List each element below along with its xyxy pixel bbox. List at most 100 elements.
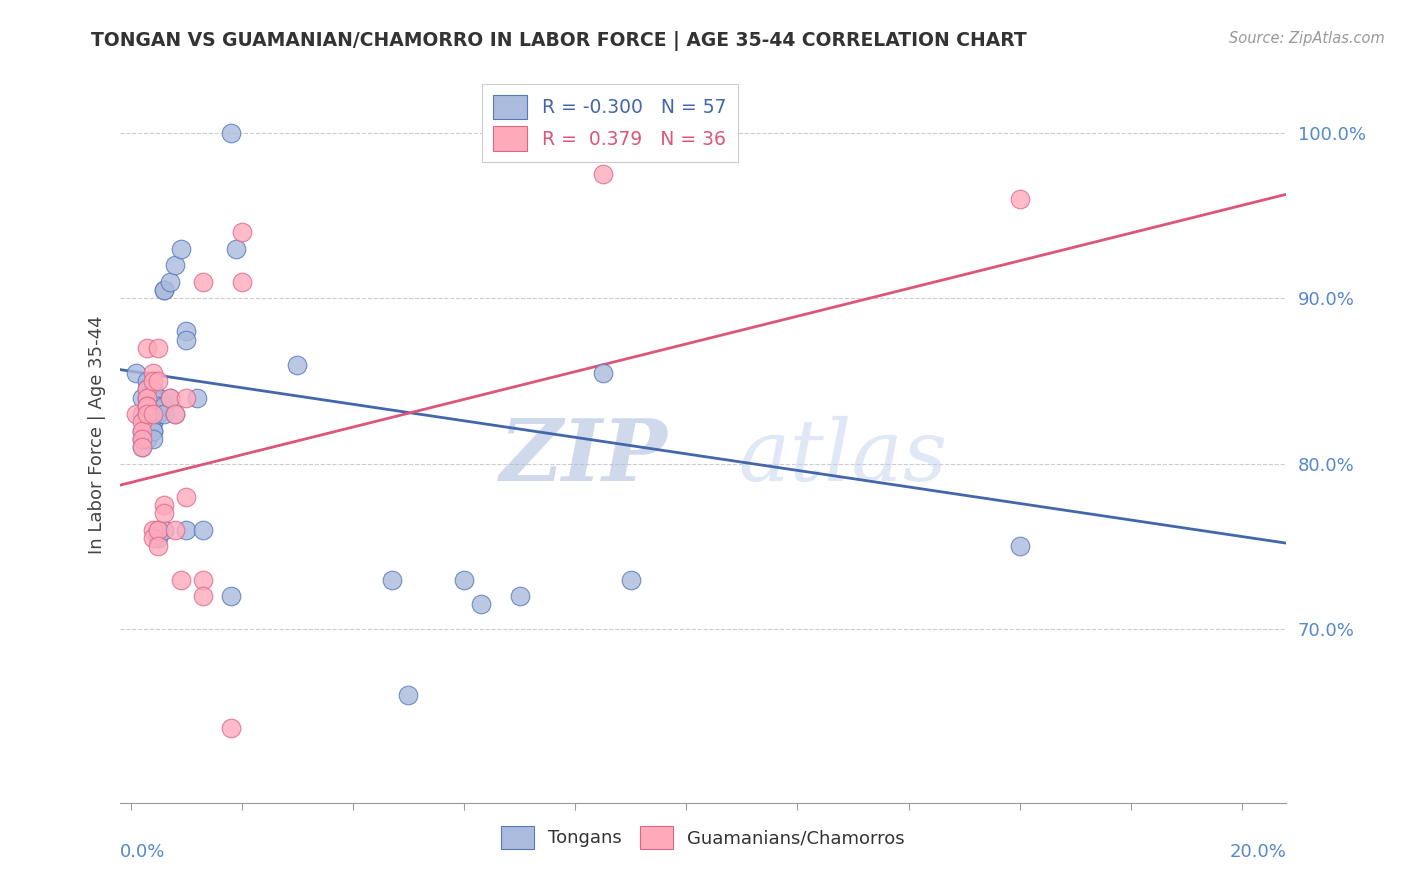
Point bbox=[142, 407, 165, 421]
Point bbox=[174, 490, 197, 504]
Text: atlas: atlas bbox=[738, 416, 948, 499]
Point bbox=[136, 399, 159, 413]
Point bbox=[381, 573, 404, 587]
Text: Source: ZipAtlas.com: Source: ZipAtlas.com bbox=[1229, 31, 1385, 46]
Point bbox=[148, 374, 170, 388]
Point bbox=[142, 366, 165, 380]
Point bbox=[131, 432, 153, 446]
Point bbox=[231, 275, 253, 289]
Point bbox=[191, 523, 214, 537]
Point bbox=[131, 391, 153, 405]
Point bbox=[470, 598, 492, 612]
Legend: Tongans, Guamanians/Chamorros: Tongans, Guamanians/Chamorros bbox=[491, 815, 915, 860]
Point bbox=[142, 424, 165, 438]
Point bbox=[136, 407, 159, 421]
Point bbox=[191, 573, 214, 587]
Point bbox=[142, 523, 165, 537]
Point bbox=[398, 688, 420, 702]
Point bbox=[148, 523, 170, 537]
Point bbox=[131, 424, 153, 438]
Point bbox=[1008, 192, 1031, 206]
Point bbox=[174, 325, 197, 339]
Point bbox=[169, 573, 191, 587]
Point bbox=[142, 391, 165, 405]
Point bbox=[620, 573, 643, 587]
Y-axis label: In Labor Force | Age 35-44: In Labor Force | Age 35-44 bbox=[87, 316, 105, 554]
Point bbox=[165, 407, 187, 421]
Point bbox=[142, 424, 165, 438]
Point bbox=[153, 283, 176, 297]
Point bbox=[174, 523, 197, 537]
Point bbox=[159, 391, 181, 405]
Point bbox=[1008, 540, 1031, 554]
Point bbox=[142, 531, 165, 545]
Text: 20.0%: 20.0% bbox=[1230, 843, 1286, 861]
Point bbox=[125, 407, 148, 421]
Point bbox=[131, 432, 153, 446]
Point bbox=[191, 275, 214, 289]
Point bbox=[136, 424, 159, 438]
Point bbox=[219, 126, 242, 140]
Point bbox=[148, 407, 170, 421]
Point bbox=[153, 283, 176, 297]
Point bbox=[159, 275, 181, 289]
Point bbox=[592, 168, 614, 182]
Point bbox=[142, 399, 165, 413]
Point bbox=[136, 399, 159, 413]
Point bbox=[509, 589, 531, 603]
Point bbox=[136, 341, 159, 355]
Point bbox=[136, 407, 159, 421]
Point bbox=[174, 333, 197, 347]
Point bbox=[159, 391, 181, 405]
Point bbox=[231, 225, 253, 239]
Point bbox=[148, 399, 170, 413]
Point bbox=[285, 358, 308, 372]
Point bbox=[131, 440, 153, 454]
Point bbox=[131, 416, 153, 430]
Point bbox=[142, 407, 165, 421]
Point bbox=[148, 531, 170, 545]
Point bbox=[142, 374, 165, 388]
Point bbox=[148, 341, 170, 355]
Point bbox=[225, 242, 247, 256]
Point bbox=[136, 383, 159, 397]
Point bbox=[148, 523, 170, 537]
Point bbox=[153, 399, 176, 413]
Point bbox=[136, 391, 159, 405]
Point bbox=[165, 258, 187, 272]
Point bbox=[186, 391, 208, 405]
Text: 0.0%: 0.0% bbox=[120, 843, 165, 861]
Point bbox=[142, 432, 165, 446]
Point bbox=[136, 374, 159, 388]
Point bbox=[153, 407, 176, 421]
Point bbox=[191, 589, 214, 603]
Point bbox=[142, 416, 165, 430]
Point bbox=[131, 407, 153, 421]
Point bbox=[136, 399, 159, 413]
Point bbox=[131, 424, 153, 438]
Point bbox=[148, 391, 170, 405]
Point bbox=[142, 416, 165, 430]
Point bbox=[169, 242, 191, 256]
Text: ZIP: ZIP bbox=[501, 415, 668, 499]
Point bbox=[136, 424, 159, 438]
Point bbox=[153, 498, 176, 512]
Point bbox=[219, 589, 242, 603]
Point bbox=[136, 416, 159, 430]
Point bbox=[174, 391, 197, 405]
Text: TONGAN VS GUAMANIAN/CHAMORRO IN LABOR FORCE | AGE 35-44 CORRELATION CHART: TONGAN VS GUAMANIAN/CHAMORRO IN LABOR FO… bbox=[91, 31, 1028, 51]
Point bbox=[136, 432, 159, 446]
Point bbox=[219, 722, 242, 736]
Point bbox=[131, 440, 153, 454]
Point bbox=[153, 523, 176, 537]
Point bbox=[148, 540, 170, 554]
Point bbox=[153, 507, 176, 521]
Point bbox=[165, 523, 187, 537]
Point bbox=[453, 573, 475, 587]
Point bbox=[142, 383, 165, 397]
Point bbox=[165, 407, 187, 421]
Point bbox=[136, 391, 159, 405]
Point bbox=[125, 366, 148, 380]
Point bbox=[136, 407, 159, 421]
Point bbox=[592, 366, 614, 380]
